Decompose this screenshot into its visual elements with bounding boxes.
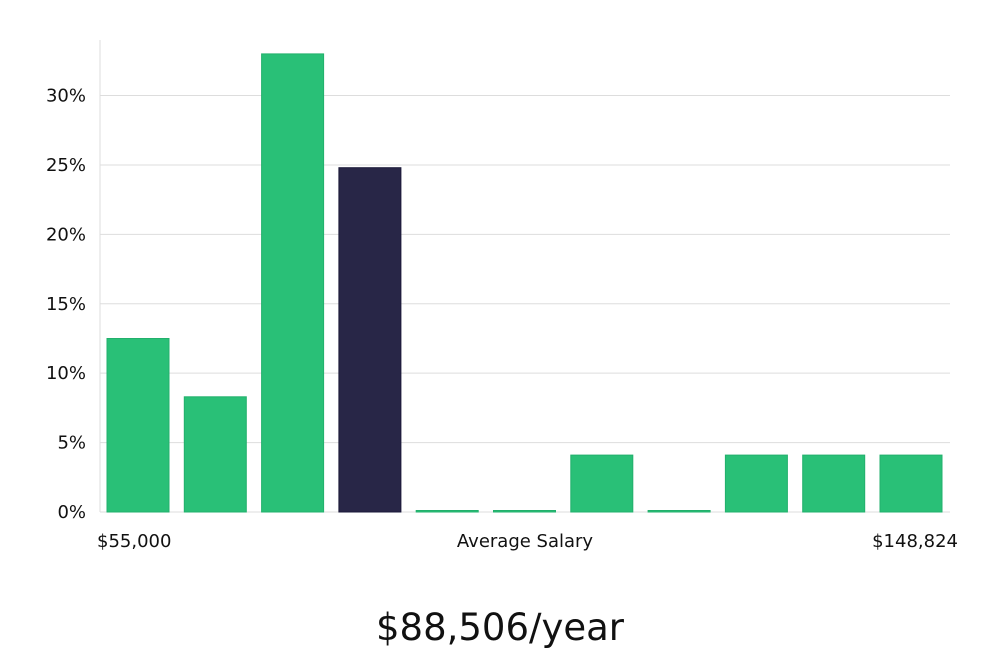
average-salary-value: $88,506/year bbox=[375, 606, 624, 649]
axis-labels: $55,000 Average Salary $148,824 bbox=[97, 531, 958, 552]
y-tick-label: 0% bbox=[57, 502, 86, 523]
y-tick-label: 10% bbox=[46, 363, 86, 384]
histogram-bar bbox=[493, 510, 556, 513]
histogram-bar bbox=[570, 454, 634, 513]
y-tick-label: 5% bbox=[57, 433, 86, 454]
histogram-bar-highlighted bbox=[338, 167, 402, 513]
histogram-bar bbox=[802, 454, 866, 513]
histogram-bar bbox=[415, 510, 479, 513]
y-tick-label: 30% bbox=[46, 86, 86, 107]
y-tick-label: 25% bbox=[46, 155, 86, 176]
histogram-bar bbox=[647, 510, 711, 513]
y-axis: 0% 5% 10% 15% 20% 25% 30% bbox=[46, 40, 950, 523]
gridlines bbox=[100, 95, 950, 444]
y-tick-label: 15% bbox=[46, 294, 86, 315]
histogram-bar bbox=[183, 396, 247, 513]
histogram-bar bbox=[879, 454, 943, 513]
bars bbox=[106, 53, 943, 513]
x-axis-label: Average Salary bbox=[457, 531, 594, 552]
histogram-bar bbox=[261, 53, 325, 513]
histogram-bar bbox=[724, 454, 788, 513]
x-range-min-label: $55,000 bbox=[97, 531, 171, 552]
x-range-max-label: $148,824 bbox=[872, 531, 958, 552]
histogram-chart: 0% 5% 10% 15% 20% 25% 30% $55,000 Average Sala… bbox=[46, 40, 958, 552]
y-tick-label: 20% bbox=[46, 224, 86, 245]
histogram-bar bbox=[106, 338, 170, 513]
